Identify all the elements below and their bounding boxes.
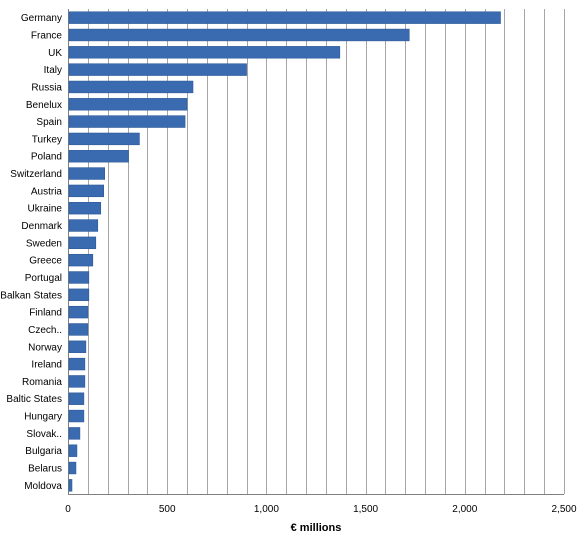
bar bbox=[68, 409, 85, 423]
bar bbox=[68, 479, 73, 492]
category-label: Hungary bbox=[24, 412, 62, 423]
category-label: Portugal bbox=[25, 273, 62, 284]
category-label: Slovak.. bbox=[26, 429, 62, 440]
x-tick-label: 2,500 bbox=[551, 504, 576, 515]
bar bbox=[68, 288, 90, 301]
bar bbox=[68, 46, 341, 59]
category-label: Germany bbox=[21, 13, 62, 24]
category-label: UK bbox=[48, 48, 62, 59]
category-label: Czech.. bbox=[28, 325, 62, 336]
category-label: Turkey bbox=[32, 134, 62, 145]
x-tick-labels: 0 500 1,000 1,500 2,000 2,500 bbox=[65, 504, 577, 515]
bar bbox=[68, 236, 97, 250]
bar bbox=[68, 253, 94, 267]
category-label: France bbox=[31, 30, 63, 41]
bar bbox=[68, 461, 77, 475]
category-label: Belarus bbox=[28, 464, 62, 475]
category-label: Spain bbox=[36, 117, 62, 128]
category-labels: Germany France UK Italy Russia Benelux Spain Tu… bbox=[0, 13, 63, 492]
category-label: Finland bbox=[29, 308, 62, 319]
bar bbox=[68, 184, 105, 198]
bar bbox=[68, 375, 86, 388]
category-label: Denmark bbox=[21, 221, 63, 232]
bar bbox=[68, 80, 194, 94]
x-tick-label: 0 bbox=[65, 504, 71, 515]
category-label: Greece bbox=[29, 256, 62, 267]
x-tick-label: 1,500 bbox=[353, 504, 378, 515]
bar bbox=[68, 323, 89, 336]
bar bbox=[68, 392, 85, 405]
x-axis-title: € millions bbox=[291, 522, 342, 534]
bar bbox=[68, 340, 87, 353]
bar bbox=[68, 202, 102, 215]
bar bbox=[68, 357, 86, 371]
bar bbox=[68, 115, 186, 128]
category-label: Norway bbox=[28, 342, 62, 353]
bar bbox=[68, 305, 89, 319]
category-label: Italy bbox=[44, 65, 62, 76]
bar bbox=[68, 427, 81, 440]
category-label: Russia bbox=[31, 82, 62, 93]
bar bbox=[68, 167, 106, 180]
category-label: Balkan States bbox=[0, 290, 62, 301]
category-label: Bulgaria bbox=[25, 446, 62, 457]
category-label: Switzerland bbox=[10, 169, 62, 180]
bar bbox=[68, 132, 140, 146]
x-tick-label: 500 bbox=[159, 504, 176, 515]
category-label: Benelux bbox=[26, 100, 62, 111]
bar bbox=[68, 271, 90, 284]
bar bbox=[68, 444, 78, 457]
bar bbox=[68, 150, 129, 163]
bar bbox=[68, 28, 410, 42]
bar bbox=[68, 11, 501, 24]
category-label: Poland bbox=[31, 152, 62, 163]
category-label: Baltic States bbox=[6, 394, 62, 405]
category-label: Ireland bbox=[31, 360, 62, 371]
category-label: Austria bbox=[31, 186, 63, 197]
bar bbox=[68, 98, 188, 111]
category-label: Romania bbox=[22, 377, 62, 388]
x-tick-label: 1,000 bbox=[254, 504, 279, 515]
x-tick-label: 2,000 bbox=[452, 504, 477, 515]
bars bbox=[68, 11, 501, 492]
bar bbox=[68, 219, 99, 232]
category-label: Sweden bbox=[26, 238, 62, 249]
category-label: Moldova bbox=[24, 481, 62, 492]
bar bbox=[68, 63, 247, 76]
category-label: Ukraine bbox=[28, 204, 63, 215]
